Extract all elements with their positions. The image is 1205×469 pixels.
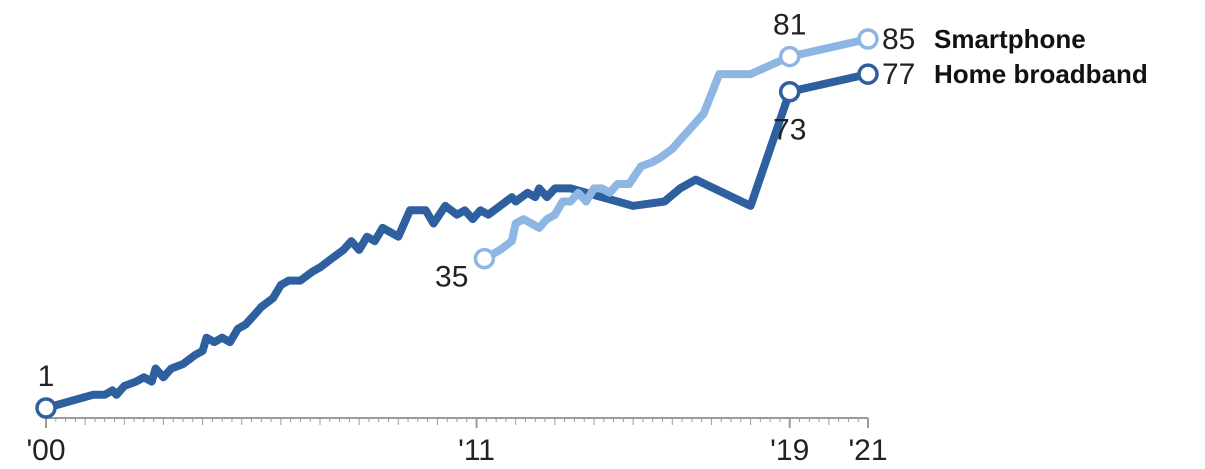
value-label: 81 bbox=[773, 9, 806, 42]
x-tick-label: '11 bbox=[458, 434, 495, 467]
series-line-smartphone bbox=[480, 35, 872, 263]
x-tick-label: '19 bbox=[770, 434, 809, 467]
series-line-home-broadband bbox=[42, 70, 872, 412]
end-value-label: 85 bbox=[882, 23, 915, 56]
broadband-start-marker bbox=[35, 397, 57, 419]
x-tick-label: '00 bbox=[26, 434, 65, 467]
x-axis: '00 '11 '19 '21 bbox=[26, 417, 888, 467]
broadband-2019-marker bbox=[778, 80, 801, 103]
value-label: 35 bbox=[435, 261, 468, 294]
smartphone-end-marker bbox=[857, 28, 879, 50]
end-value-label: 77 bbox=[882, 58, 915, 91]
smartphone-2019-marker bbox=[778, 45, 801, 68]
series-name-label: Home broadband bbox=[934, 59, 1148, 89]
label-layer: 1 73 35 81 85 Smartphone 77 Home broadband bbox=[38, 9, 1148, 393]
value-label: 1 bbox=[38, 360, 55, 393]
series-name-label: Smartphone bbox=[934, 24, 1086, 54]
smartphone-start-marker bbox=[473, 247, 496, 270]
series-layer bbox=[42, 35, 872, 412]
value-label: 73 bbox=[773, 114, 806, 147]
marker-layer bbox=[35, 28, 879, 419]
broadband-end-marker bbox=[857, 63, 879, 85]
x-tick-label: '21 bbox=[848, 434, 887, 467]
